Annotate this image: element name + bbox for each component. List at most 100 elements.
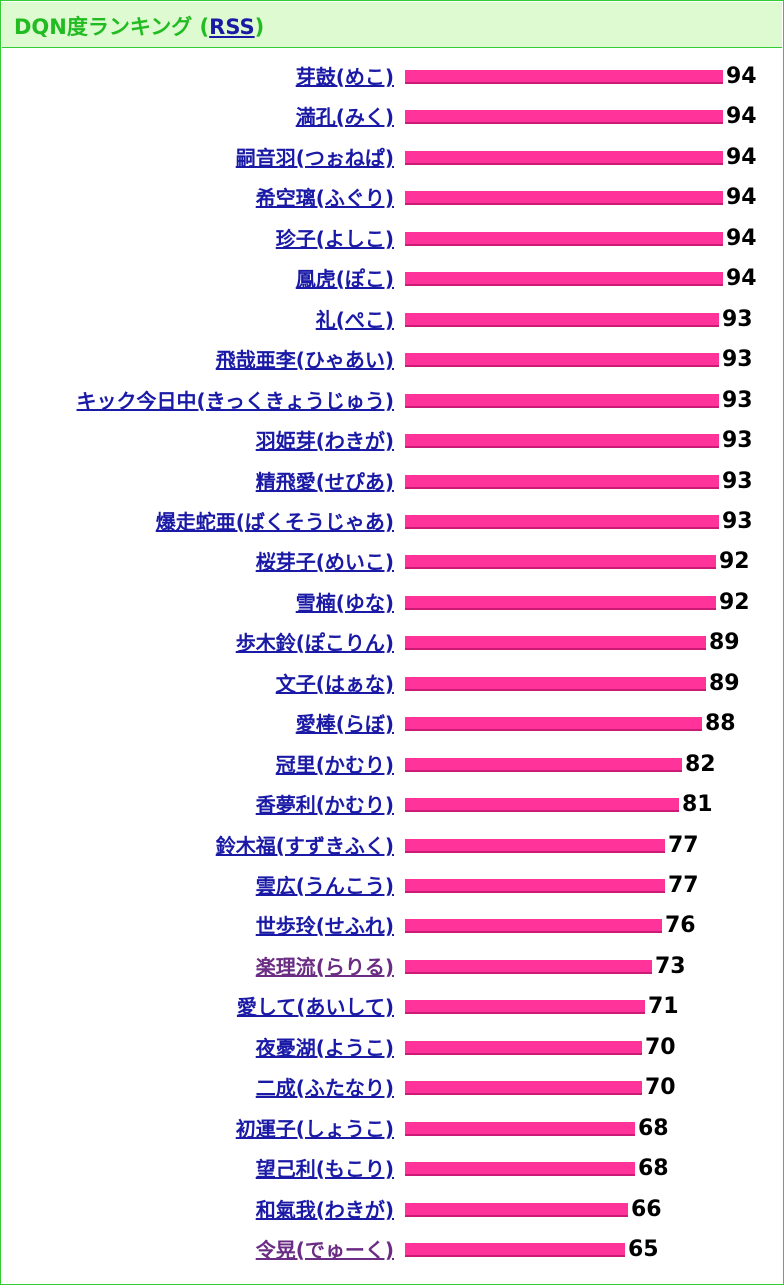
score-value: 71 — [648, 994, 679, 1019]
score-value: 73 — [655, 954, 686, 979]
name-link[interactable]: 桜芽子(めいこ) — [255, 550, 394, 574]
list-item: 満孔(みく) 94 — [0, 98, 784, 138]
score-value: 92 — [719, 549, 750, 574]
name-link[interactable]: 雪楠(ゆな) — [295, 591, 394, 615]
score-value: 77 — [668, 833, 699, 858]
list-item: 嗣音羽(つぉねぱ) 94 — [0, 139, 784, 179]
score-value: 89 — [709, 671, 740, 696]
score-bar — [405, 1243, 625, 1257]
score-bar — [405, 636, 706, 650]
list-item: 礼(ぺこ) 93 — [0, 301, 784, 341]
name-link[interactable]: キック今日中(きっくきょうじゅう) — [76, 389, 394, 413]
list-item: 爆走蛇亜(ばくそうじゃあ) 93 — [0, 503, 784, 543]
score-value: 94 — [726, 64, 757, 89]
name-link[interactable]: 芽鼓(めこ) — [295, 65, 394, 89]
name-link[interactable]: 和氣我(わきが) — [255, 1198, 394, 1222]
score-value: 93 — [722, 428, 753, 453]
name-link[interactable]: 令晃(でゅーく) — [255, 1238, 394, 1262]
score-bar — [405, 555, 716, 569]
score-value: 81 — [682, 792, 713, 817]
score-bar — [405, 353, 719, 367]
list-item: 世歩玲(せふれ) 76 — [0, 907, 784, 947]
name-link[interactable]: 嗣音羽(つぉねぱ) — [235, 146, 394, 170]
score-value: 70 — [645, 1075, 676, 1100]
score-value: 93 — [722, 509, 753, 534]
score-value: 68 — [638, 1116, 669, 1141]
score-value: 76 — [665, 913, 696, 938]
score-bar — [405, 1203, 628, 1217]
score-bar — [405, 677, 706, 691]
list-item: 歩木鈴(ぽこりん) 89 — [0, 624, 784, 664]
list-item: 鈴木福(すずきふく) 77 — [0, 827, 784, 867]
name-link[interactable]: 爆走蛇亜(ばくそうじゃあ) — [155, 510, 394, 534]
name-link[interactable]: 礼(ぺこ) — [315, 308, 394, 332]
name-link[interactable]: 愛して(あいして) — [236, 995, 394, 1019]
score-value: 94 — [726, 226, 757, 251]
name-link[interactable]: 雲広(うんこう) — [255, 874, 394, 898]
name-link[interactable]: 初運子(しょうこ) — [235, 1117, 394, 1141]
score-bar — [405, 515, 719, 529]
name-link[interactable]: 楽理流(らりる) — [255, 955, 394, 979]
list-item: 望己利(もこり) 68 — [0, 1150, 784, 1190]
score-value: 88 — [705, 711, 736, 736]
score-bar — [405, 434, 719, 448]
score-value: 70 — [645, 1035, 676, 1060]
score-bar — [405, 758, 682, 772]
list-item: 飛哉亜李(ひゃあい) 93 — [0, 341, 784, 381]
score-value: 92 — [719, 590, 750, 615]
list-item: 愛棒(らぼ) 88 — [0, 705, 784, 745]
list-item: 文子(はぁな) 89 — [0, 665, 784, 705]
name-link[interactable]: 珍子(よしこ) — [275, 227, 394, 251]
score-bar — [405, 272, 723, 286]
name-link[interactable]: 香夢利(かむり) — [255, 793, 394, 817]
panel-header: DQN度ランキング (RSS) — [2, 2, 782, 48]
score-value: 93 — [722, 469, 753, 494]
score-bar — [405, 191, 723, 205]
name-link[interactable]: 精飛愛(せぴあ) — [255, 470, 394, 494]
list-item: 愛して(あいして) 71 — [0, 988, 784, 1028]
list-item: 精飛愛(せぴあ) 93 — [0, 463, 784, 503]
list-item: 珍子(よしこ) 94 — [0, 220, 784, 260]
list-item: 夜憂湖(ようこ) 70 — [0, 1029, 784, 1069]
list-item: 和氣我(わきが) 66 — [0, 1191, 784, 1231]
name-link[interactable]: 夜憂湖(ようこ) — [255, 1036, 394, 1060]
list-item: 鳳虎(ぽこ) 94 — [0, 260, 784, 300]
list-item: 令晃(でゅーく) 65 — [0, 1231, 784, 1271]
name-link[interactable]: 希空璃(ふぐり) — [255, 186, 394, 210]
score-bar — [405, 1081, 642, 1095]
score-bar — [405, 394, 719, 408]
score-value: 93 — [722, 347, 753, 372]
name-link[interactable]: 文子(はぁな) — [275, 672, 394, 696]
score-bar — [405, 717, 702, 731]
title-text: DQN度ランキング — [14, 15, 193, 39]
score-bar — [405, 919, 662, 933]
name-link[interactable]: 愛棒(らぼ) — [295, 712, 394, 736]
name-link[interactable]: 羽姫芽(わきが) — [255, 429, 394, 453]
score-bar — [405, 151, 723, 165]
name-link[interactable]: 鈴木福(すずきふく) — [215, 834, 394, 858]
list-item: 雪楠(ゆな) 92 — [0, 584, 784, 624]
name-link[interactable]: 冠里(かむり) — [275, 753, 394, 777]
list-item: キック今日中(きっくきょうじゅう) 93 — [0, 382, 784, 422]
name-link[interactable]: 望己利(もこり) — [255, 1157, 394, 1181]
name-link[interactable]: 満孔(みく) — [295, 105, 394, 129]
score-bar — [405, 960, 652, 974]
name-link[interactable]: 世歩玲(せふれ) — [255, 914, 394, 938]
list-item: 二成(ふたなり) 70 — [0, 1069, 784, 1109]
list-item: 羽姫芽(わきが) 93 — [0, 422, 784, 462]
score-bar — [405, 110, 723, 124]
score-bar — [405, 1122, 635, 1136]
name-link[interactable]: 歩木鈴(ぽこりん) — [235, 631, 394, 655]
score-value: 93 — [722, 307, 753, 332]
list-item: 希空璃(ふぐり) 94 — [0, 179, 784, 219]
rss-open-paren: ( — [192, 15, 210, 39]
score-bar — [405, 879, 665, 893]
score-bar — [405, 1000, 645, 1014]
list-item: 冠里(かむり) 82 — [0, 746, 784, 786]
name-link[interactable]: 飛哉亜李(ひゃあい) — [215, 348, 394, 372]
score-bar — [405, 232, 723, 246]
name-link[interactable]: 二成(ふたなり) — [255, 1076, 394, 1100]
rss-link[interactable]: RSS — [209, 15, 255, 39]
score-bar — [405, 1162, 635, 1176]
name-link[interactable]: 鳳虎(ぽこ) — [295, 267, 394, 291]
